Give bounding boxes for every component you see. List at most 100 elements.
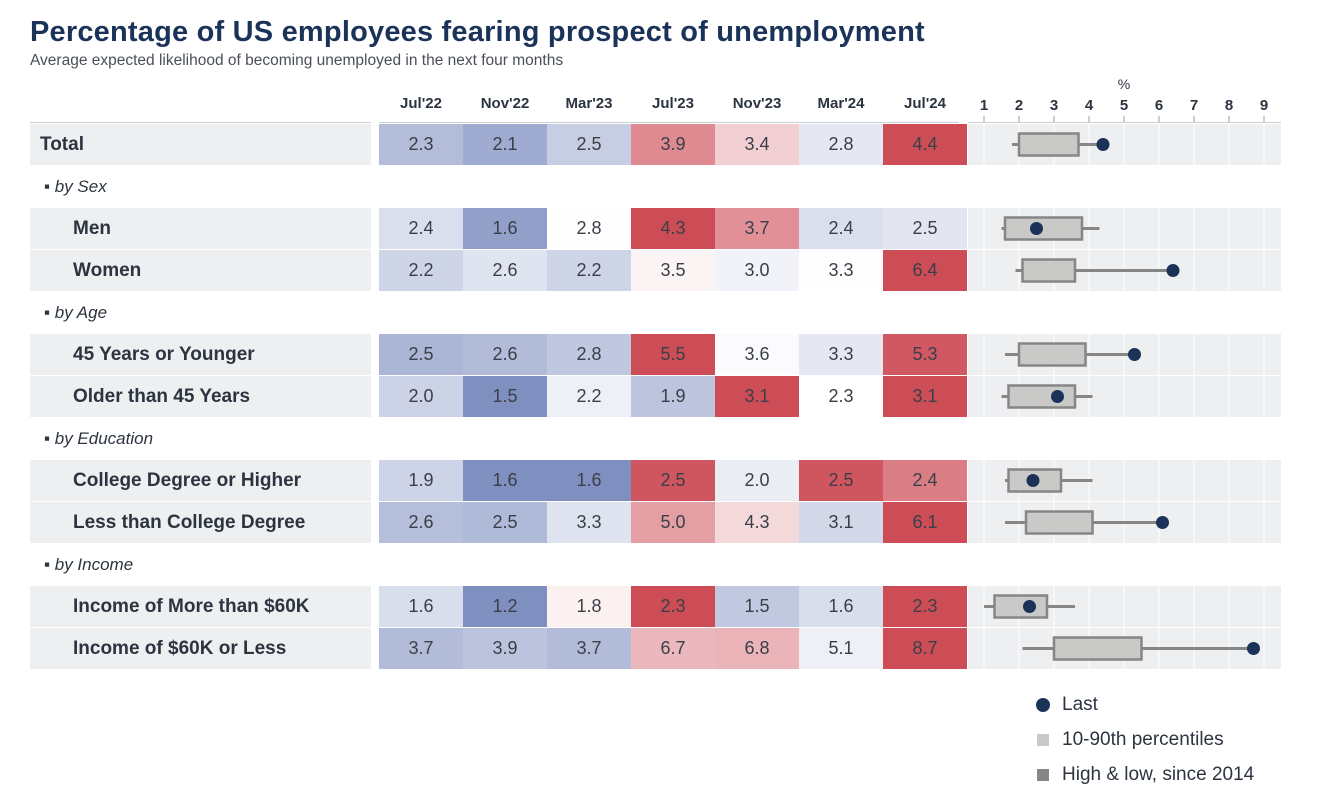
axis-unit-label: %	[1118, 76, 1130, 92]
heatmap-cell: 2.0	[715, 460, 799, 501]
heatmap-cell: 3.9	[631, 124, 715, 165]
heatmap-cell: 2.6	[463, 250, 547, 291]
percentile-box	[1017, 342, 1087, 367]
row-background	[30, 502, 371, 543]
group-label: ▪ by Income	[44, 555, 134, 574]
column-header: Nov'22	[480, 95, 530, 112]
heatmap-cell: 1.6	[547, 460, 631, 501]
last-value-dot	[1051, 390, 1064, 403]
row-background	[30, 208, 371, 249]
percentile-box	[1052, 636, 1143, 661]
heatmap-cell: 3.1	[883, 376, 967, 417]
boxplot	[1015, 258, 1180, 283]
row-label: Women	[73, 260, 142, 281]
heatmap-cell: 2.4	[799, 208, 883, 249]
total-row-label: Total	[40, 134, 84, 155]
row-background	[30, 124, 371, 165]
heatmap-cell: 1.5	[463, 376, 547, 417]
percentile-box	[1003, 216, 1084, 241]
percentile-box	[1017, 132, 1080, 157]
boxplot	[1005, 510, 1169, 535]
heatmap-cell: 2.3	[379, 124, 463, 165]
group-label: ▪ by Age	[44, 303, 108, 322]
row-label: Less than College Degree	[73, 512, 306, 533]
heatmap-cell: 2.4	[883, 460, 967, 501]
row-label: 45 Years or Younger	[73, 344, 255, 365]
legend-square-icon	[1037, 733, 1049, 746]
last-value-dot	[1166, 264, 1180, 277]
heatmap-cell: 3.1	[799, 502, 883, 543]
percentile-box	[1007, 384, 1077, 409]
legend-item-range: 10-90th percentiles	[1036, 728, 1224, 752]
legend-square-icon	[1037, 768, 1049, 781]
last-value-dot	[1247, 642, 1260, 655]
heatmap-cell: 2.2	[547, 250, 631, 291]
heatmap-cell: 3.7	[547, 628, 631, 669]
last-value-dot	[1096, 138, 1110, 151]
boxplot	[1012, 132, 1110, 157]
legend-item-last: Last	[1036, 693, 1098, 717]
heatmap-cell: 2.8	[547, 208, 631, 249]
header-separator	[30, 122, 371, 123]
heatmap-cell: 3.6	[715, 334, 799, 375]
heatmap-cell: 2.4	[379, 208, 463, 249]
axis-tick-label: 3	[1050, 97, 1058, 114]
heatmap-cell: 6.8	[715, 628, 799, 669]
heatmap-cell: 1.5	[715, 586, 799, 627]
heatmap-cell: 6.4	[883, 250, 967, 291]
heatmap-cell: 3.3	[547, 502, 631, 543]
percentile-box	[1021, 258, 1077, 283]
column-header: Jul'23	[652, 95, 694, 112]
heatmap-cell: 2.3	[799, 376, 883, 417]
last-value-dot	[1128, 348, 1141, 361]
column-header: Jul'22	[400, 95, 442, 112]
axis-tick-label: 5	[1120, 97, 1128, 114]
percentile-box	[1024, 510, 1094, 535]
heatmap-cell: 2.6	[379, 502, 463, 543]
heatmap-cell: 2.2	[547, 376, 631, 417]
legend-label: Last	[1062, 694, 1098, 715]
column-header: Mar'23	[565, 95, 613, 112]
header-separator	[968, 122, 1281, 123]
heatmap-cell: 2.0	[379, 376, 463, 417]
last-value-dot	[1156, 516, 1169, 529]
axis-tick-label: 2	[1015, 97, 1023, 114]
boxplot	[1005, 342, 1141, 367]
heatmap-cell: 3.4	[715, 124, 799, 165]
heatmap-cell: 3.7	[379, 628, 463, 669]
axis-tick-label: 9	[1260, 97, 1268, 114]
heatmap-cell: 2.6	[463, 334, 547, 375]
row-label: College Degree or Higher	[73, 470, 302, 491]
axis-tick-label: 4	[1085, 97, 1094, 114]
heatmap-cell: 2.5	[547, 124, 631, 165]
chart-subtitle: Average expected likelihood of becoming …	[30, 52, 564, 69]
heatmap-cell: 2.3	[631, 586, 715, 627]
column-header: Jul'24	[904, 95, 946, 112]
heatmap-cell: 3.3	[799, 250, 883, 291]
heatmap-cell: 6.1	[883, 502, 967, 543]
heatmap-cell: 1.8	[547, 586, 631, 627]
header-separator	[379, 122, 959, 123]
heatmap-cell: 4.3	[715, 502, 799, 543]
legend-item-hilo: High & low, since 2014	[1036, 763, 1254, 787]
axis-tick-label: 8	[1225, 97, 1233, 114]
percentile-box	[993, 594, 1049, 619]
heatmap-cell: 8.7	[883, 628, 967, 669]
legend-dot-icon	[1036, 697, 1050, 712]
row-background	[30, 586, 371, 627]
last-value-dot	[1023, 600, 1036, 613]
heatmap-cell: 2.3	[883, 586, 967, 627]
heatmap-cell: 2.5	[799, 460, 883, 501]
row-background	[30, 376, 371, 417]
heatmap-cell: 5.5	[631, 334, 715, 375]
heatmap-cell: 3.3	[799, 334, 883, 375]
heatmap-cell: 2.2	[379, 250, 463, 291]
heatmap-cell: 3.0	[715, 250, 799, 291]
axis-tick-label: 6	[1155, 97, 1163, 114]
gridlines	[983, 124, 1265, 669]
heatmap-cell: 4.3	[631, 208, 715, 249]
row-background	[30, 334, 371, 375]
legend-label: High & low, since 2014	[1062, 764, 1255, 785]
heatmap-cell: 2.5	[379, 334, 463, 375]
chart-title: Percentage of US employees fearing prosp…	[30, 16, 925, 48]
